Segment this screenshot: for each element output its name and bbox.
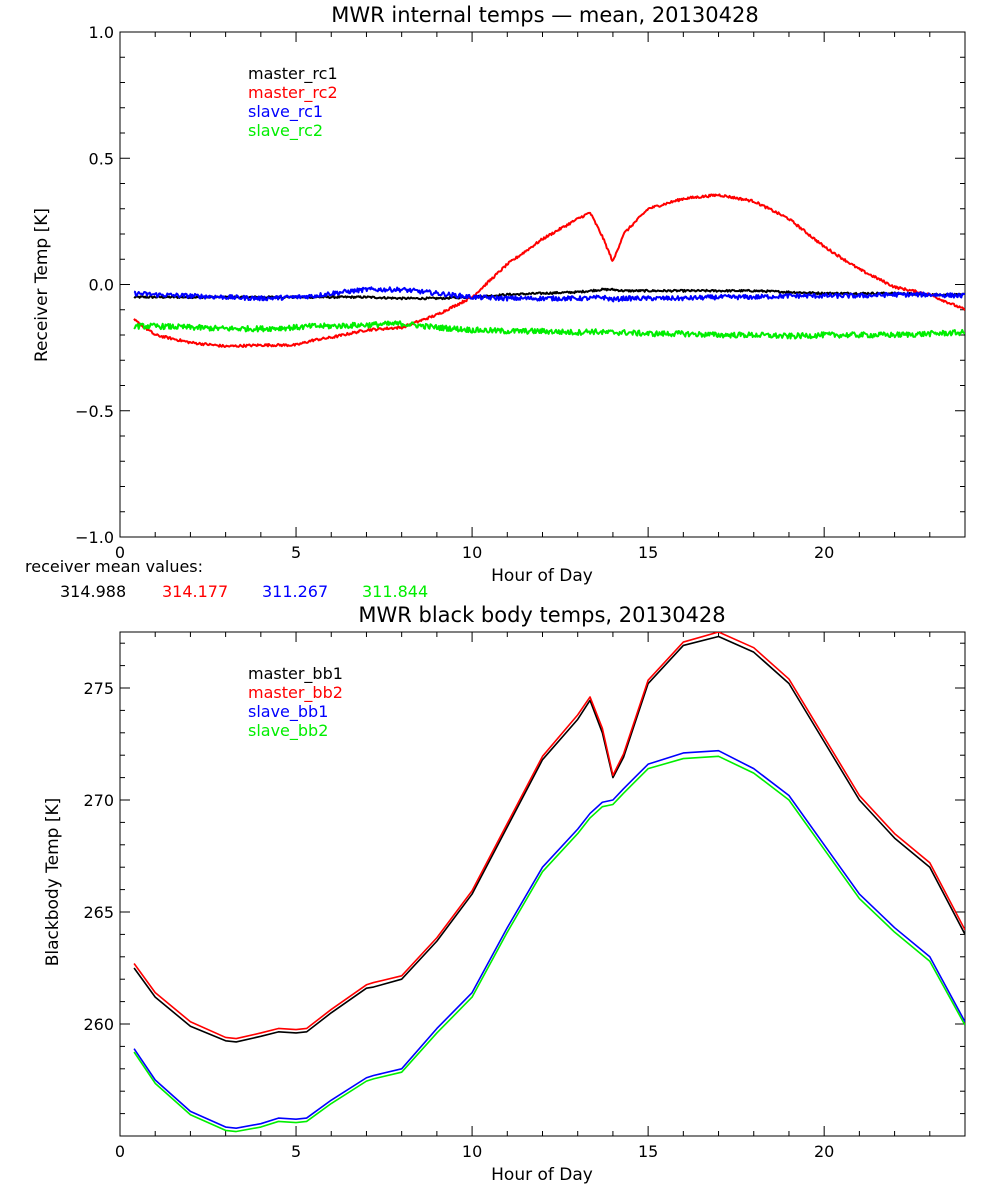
y-tick-label: 275	[83, 679, 114, 698]
x-tick-label: 5	[291, 543, 301, 562]
x-axis-label: Hour of Day	[491, 566, 593, 586]
legend-entry: slave_rc2	[248, 121, 323, 141]
x-tick-label: 10	[462, 1142, 482, 1161]
y-tick-label: 265	[83, 903, 114, 922]
plot-area: 0 5 10 15 20 −1.0 −0.5 0.0 0.5 1.0 master_rc1maste…	[75, 23, 966, 562]
series-line-master_bb2	[133, 632, 965, 1040]
plot-area: 0 5 10 15 20 260 265 270 275 master_bb1master_bb2…	[83, 631, 966, 1161]
y-tick-label: 260	[83, 1015, 114, 1034]
mean-value: 311.844	[362, 582, 428, 601]
x-tick-label: 15	[638, 543, 658, 562]
y-axis-label: Receiver Temp [K]	[32, 208, 52, 362]
mean-values-label: receiver mean values:	[25, 557, 203, 576]
mean-value: 314.177	[162, 582, 228, 601]
y-tick-label: 0.5	[89, 149, 114, 168]
legend-entry: slave_bb2	[248, 721, 328, 741]
y-tick-label: −0.5	[75, 402, 114, 421]
x-tick-label: 0	[115, 1142, 125, 1161]
chart-title: MWR black body temps, 20130428	[358, 603, 725, 627]
legend-entry: master_bb2	[248, 683, 343, 703]
y-axis-label: Blackbody Temp [K]	[43, 798, 63, 967]
legend-entry: slave_rc1	[248, 102, 323, 122]
x-tick-label: 0	[115, 543, 125, 562]
y-tick-label: −1.0	[75, 528, 114, 547]
legend-entry: slave_bb1	[248, 702, 328, 722]
series-line-slave_bb1	[133, 749, 965, 1129]
x-tick-label: 20	[814, 1142, 834, 1161]
mean-values: 314.988 314.177 311.267 311.844	[60, 582, 428, 601]
series-line-slave_bb2	[133, 755, 965, 1133]
y-tick-label: 1.0	[89, 23, 114, 42]
mean-value: 311.267	[262, 582, 328, 601]
blackbody-temps-panel: MWR black body temps, 20130428 Hour of D…	[43, 603, 966, 1185]
receiver-temps-panel: MWR internal temps — mean, 20130428 Hour…	[25, 3, 966, 601]
y-tick-label: 270	[83, 791, 114, 810]
x-tick-label: 15	[638, 1142, 658, 1161]
x-axis-label: Hour of Day	[491, 1165, 593, 1185]
x-tick-label: 5	[291, 1142, 301, 1161]
legend-entry: master_rc2	[248, 83, 338, 103]
series-line-slave_rc1	[133, 286, 965, 303]
legend-entry: master_rc1	[248, 64, 338, 84]
mean-value: 314.988	[60, 582, 126, 601]
legend-entry: master_bb1	[248, 664, 343, 684]
y-tick-label: 0.0	[89, 276, 114, 295]
chart-title: MWR internal temps — mean, 20130428	[331, 3, 758, 27]
series-line-slave_rc2	[133, 320, 965, 340]
series-line-master_bb1	[133, 635, 965, 1043]
x-tick-label: 20	[814, 543, 834, 562]
x-tick-label: 10	[462, 543, 482, 562]
series-line-master_rc2	[133, 193, 965, 348]
